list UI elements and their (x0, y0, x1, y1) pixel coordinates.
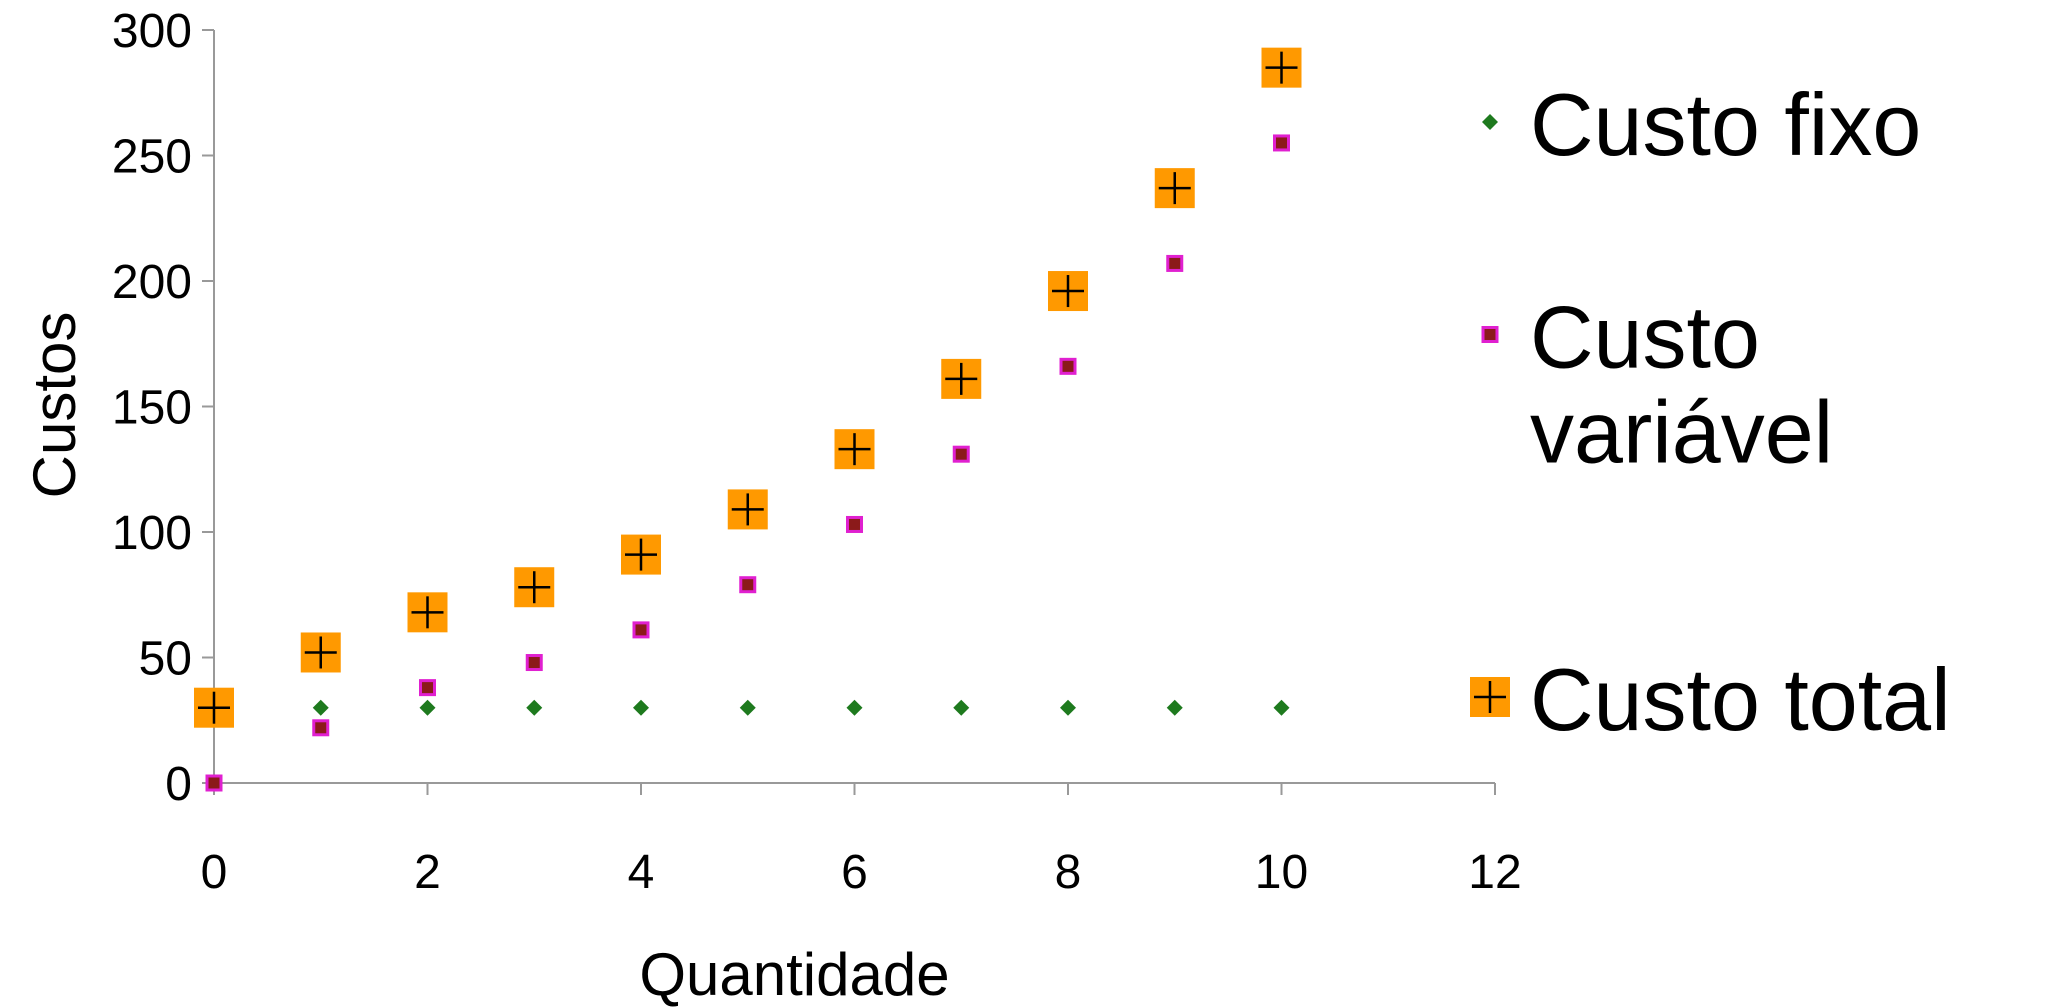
y-tick-label: 300 (112, 5, 192, 58)
data-marks (194, 47, 1302, 792)
marker-square (846, 515, 863, 533)
marker-square (1273, 134, 1290, 152)
data-point (739, 576, 757, 594)
axes: 0 50 100 150 200 250 300 0 2 4 6 8 10 12 (112, 5, 1522, 899)
axis-labels: Quantidade Custos (21, 312, 950, 1008)
data-point (312, 719, 330, 737)
legend-label: variável (1530, 383, 1833, 482)
x-tick-label: 0 (201, 846, 228, 899)
y-tick-label: 100 (112, 507, 192, 560)
data-point (419, 679, 436, 697)
marker-square (419, 679, 436, 697)
x-tick-label: 2 (414, 846, 441, 899)
data-point (846, 515, 863, 533)
data-point (953, 699, 970, 716)
legend-label: Custo total (1530, 650, 1951, 749)
marker-square (1059, 357, 1077, 375)
data-point (525, 654, 543, 672)
marker-square (525, 654, 543, 672)
data-point (846, 699, 863, 716)
marker-diamond (312, 699, 329, 716)
data-point (312, 699, 329, 716)
data-point (739, 699, 756, 716)
data-point (526, 699, 543, 716)
y-tick-label: 50 (139, 633, 192, 686)
data-point (633, 699, 649, 716)
data-point (205, 774, 223, 792)
legend-marker (1482, 114, 1498, 130)
marker-square (312, 719, 330, 737)
data-point (727, 489, 768, 530)
x-tick-label: 8 (1055, 846, 1082, 899)
data-point (194, 687, 234, 728)
marker-square (1166, 254, 1184, 272)
y-tick-label: 250 (112, 131, 192, 184)
marker-square (205, 774, 223, 792)
x-tick-label: 4 (628, 846, 655, 899)
data-point (632, 621, 650, 639)
legend-entry: Custo fixo (1482, 75, 1921, 174)
marker-diamond (739, 699, 756, 716)
marker-diamond (953, 699, 970, 716)
data-point (407, 592, 448, 633)
marker-diamond (1060, 699, 1076, 716)
marker-diamond (419, 699, 436, 716)
marker-square (739, 576, 757, 594)
data-point (1261, 47, 1302, 88)
marker-diamond (1273, 699, 1290, 716)
marker-diamond (1482, 114, 1498, 130)
data-point (1166, 254, 1184, 272)
legend-label: Custo (1530, 288, 1760, 387)
data-point (419, 699, 436, 716)
marker-diamond (1166, 699, 1183, 716)
data-point (1048, 271, 1088, 312)
data-point (1166, 699, 1183, 716)
x-tick-label: 12 (1468, 846, 1521, 899)
marker-square (952, 445, 970, 463)
data-point (514, 567, 555, 608)
data-point (1154, 168, 1195, 209)
data-point (1273, 134, 1290, 152)
marker-square (632, 621, 650, 639)
y-tick-label: 200 (112, 256, 192, 309)
marker-diamond (526, 699, 543, 716)
marker-square (1481, 326, 1499, 343)
x-axis-label: Quantidade (639, 941, 949, 1008)
data-point (1059, 357, 1077, 375)
data-point (621, 534, 661, 575)
y-axis-label: Custos (21, 312, 88, 499)
legend-marker (1481, 326, 1499, 343)
marker-diamond (633, 699, 649, 716)
data-point (1273, 699, 1290, 716)
legend-label: Custo fixo (1530, 75, 1921, 174)
data-point (952, 445, 970, 463)
legend-marker (1470, 677, 1510, 717)
x-tick-label: 6 (841, 846, 868, 899)
data-point (1060, 699, 1076, 716)
data-point (834, 429, 875, 470)
x-tick-label: 10 (1255, 846, 1308, 899)
marker-diamond (846, 699, 863, 716)
data-point (941, 358, 982, 399)
y-tick-label: 0 (165, 758, 192, 811)
data-point (300, 632, 341, 673)
y-tick-label: 150 (112, 382, 192, 435)
legend-entry: Custo total (1470, 650, 1951, 749)
